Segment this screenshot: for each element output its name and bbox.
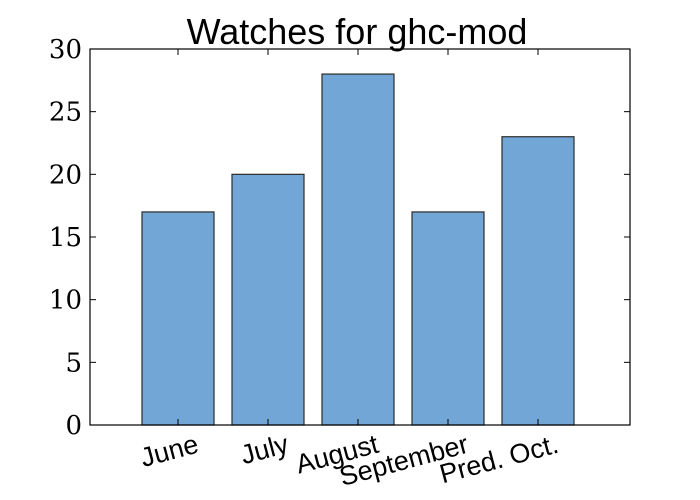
x-tick-label-0: June [137,429,201,473]
bar-june [141,211,215,426]
bars-group [141,73,575,426]
bar-august [321,73,395,426]
y-axis: 0 5 10 15 20 25 30 [49,35,630,441]
bar-pred-oct [501,136,575,426]
y-tick-label-20: 20 [49,160,82,190]
bar-july [231,173,305,426]
y-tick-label-30: 30 [49,35,82,65]
y-tick-label-0: 0 [65,411,82,441]
chart-title: Watches for ghc-mod [187,11,528,52]
y-tick-label-5: 5 [65,348,82,378]
x-tick-label-1: July [237,429,292,471]
bar-september [411,211,485,426]
y-tick-label-15: 15 [49,223,82,253]
y-tick-label-10: 10 [49,286,82,316]
y-tick-label-25: 25 [49,98,82,128]
